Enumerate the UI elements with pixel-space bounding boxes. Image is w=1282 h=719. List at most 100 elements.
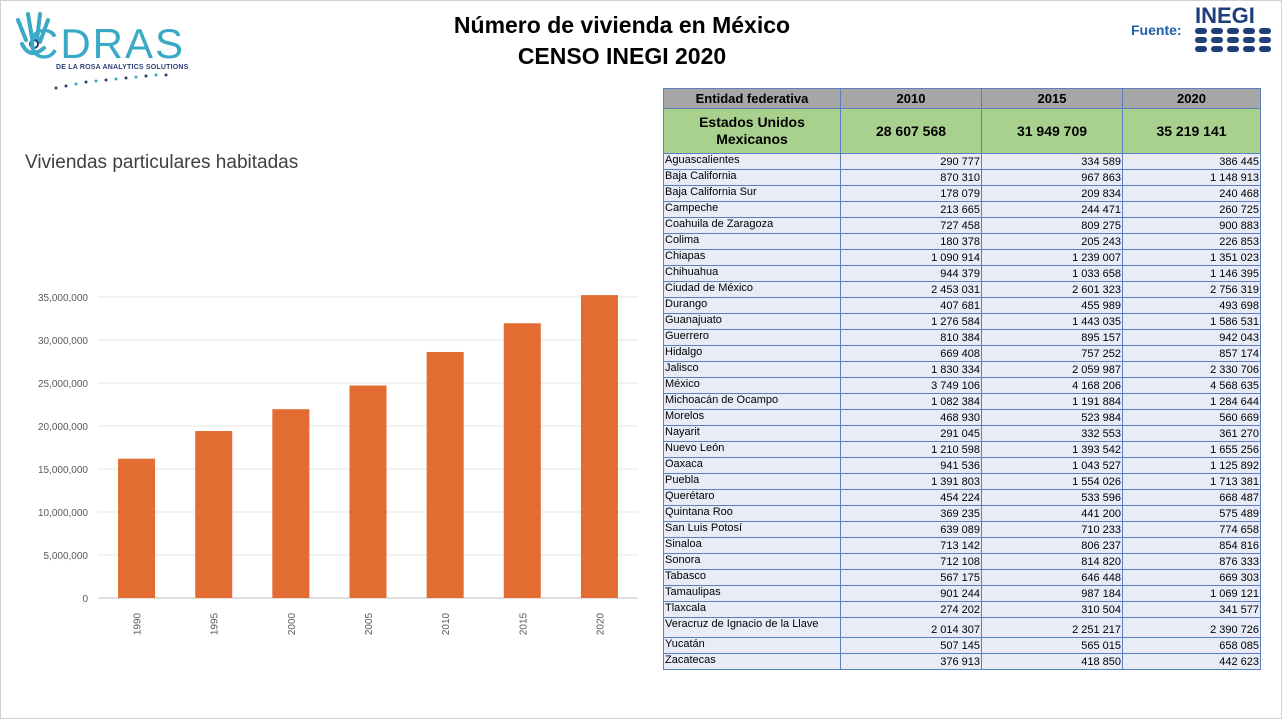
value-2020: 2 756 319: [1122, 281, 1261, 298]
value-2010: 369 235: [840, 505, 982, 522]
value-2020: 854 816: [1122, 537, 1261, 554]
chart-title: Viviendas particulares habitadas: [25, 152, 299, 173]
value-2015: 533 596: [981, 489, 1123, 506]
header-2015: 2015: [981, 88, 1123, 109]
table-row: Nayarit 291 045 332 553 361 270: [663, 425, 1261, 442]
state-name: Oaxaca: [663, 457, 841, 474]
value-2010: 180 378: [840, 233, 982, 250]
value-2010: 944 379: [840, 265, 982, 282]
table-row: Ciudad de México 2 453 031 2 601 323 2 756 …: [663, 281, 1261, 298]
total-2015: 31 949 709: [981, 108, 1123, 154]
logo-wordmark: CDRAS: [28, 20, 186, 67]
value-2020: 774 658: [1122, 521, 1261, 538]
value-2020: 1 148 913: [1122, 169, 1261, 186]
value-2020: 1 655 256: [1122, 441, 1261, 458]
state-name: Puebla: [663, 473, 841, 490]
x-tick-label: 2020: [595, 612, 606, 635]
table-row: Sonora 712 108 814 820 876 333: [663, 553, 1261, 570]
bar-chart: 0 5,000,000 10,000,000 15,000,000 20,000,000…: [38, 293, 638, 635]
bar: [503, 323, 541, 598]
logo-subtitle: DE LA ROSA ANALYTICS SOLUTIONS: [56, 64, 189, 71]
value-2020: 900 883: [1122, 217, 1261, 234]
bar: [426, 351, 464, 598]
value-2020: 361 270: [1122, 425, 1261, 442]
x-tick-label: 2005: [364, 612, 375, 635]
page-title: Número de vivienda en México CENSO INEGI…: [372, 10, 872, 72]
value-2010: 870 310: [840, 169, 982, 186]
state-name: Querétaro: [663, 489, 841, 506]
header-entity: Entidad federativa: [663, 88, 841, 109]
value-2010: 454 224: [840, 489, 982, 506]
value-2015: 332 553: [981, 425, 1123, 442]
value-2010: 727 458: [840, 217, 982, 234]
value-2010: 712 108: [840, 553, 982, 570]
total-2010: 28 607 568: [840, 108, 982, 154]
state-name: Guerrero: [663, 329, 841, 346]
state-name: Yucatán: [663, 637, 841, 654]
value-2015: 209 834: [981, 185, 1123, 202]
value-2010: 2 014 307: [840, 617, 982, 638]
value-2015: 2 251 217: [981, 617, 1123, 638]
state-name: Chiapas: [663, 249, 841, 266]
value-2015: 809 275: [981, 217, 1123, 234]
value-2020: 1 713 381: [1122, 473, 1261, 490]
value-2010: 639 089: [840, 521, 982, 538]
value-2020: 341 577: [1122, 601, 1261, 618]
value-2015: 967 863: [981, 169, 1123, 186]
bar: [349, 385, 387, 598]
table-row: Baja California Sur 178 079 209 834 240 468: [663, 185, 1261, 202]
table-row: Baja California 870 310 967 863 1 148 913: [663, 169, 1261, 186]
table-row: Chiapas 1 090 914 1 239 007 1 351 023: [663, 249, 1261, 266]
table-row: Morelos 468 930 523 984 560 669: [663, 409, 1261, 426]
value-2020: 668 487: [1122, 489, 1261, 506]
x-tick-label: 1995: [210, 612, 221, 635]
value-2015: 4 168 206: [981, 377, 1123, 394]
table-row: Veracruz de Ignacio de la Llave 2 014 307…: [663, 617, 1261, 638]
value-2015: 2 601 323: [981, 281, 1123, 298]
table-row: Aguascalientes 290 777 334 589 386 445: [663, 153, 1261, 170]
table-total-row: Estados Unidos Mexicanos 28 607 568 31 9…: [663, 108, 1261, 154]
y-tick-label: 0: [82, 594, 88, 605]
value-2015: 646 448: [981, 569, 1123, 586]
value-2015: 1 393 542: [981, 441, 1123, 458]
x-tick-label: 2000: [287, 612, 298, 635]
value-2010: 567 175: [840, 569, 982, 586]
table-row: Oaxaca 941 536 1 043 527 1 125 892: [663, 457, 1261, 474]
table-row: Durango 407 681 455 989 493 698: [663, 297, 1261, 314]
table-row: San Luis Potosí 639 089 710 233 774 658: [663, 521, 1261, 538]
table-row: Michoacán de Ocampo 1 082 384 1 191 884 1 2…: [663, 393, 1261, 410]
value-2010: 274 202: [840, 601, 982, 618]
value-2020: 942 043: [1122, 329, 1261, 346]
value-2020: 669 303: [1122, 569, 1261, 586]
value-2010: 810 384: [840, 329, 982, 346]
x-tick-label: 1990: [133, 612, 144, 635]
x-tick-label: 2010: [441, 612, 452, 635]
logo-dots-decoration: [54, 73, 168, 90]
table-row: Colima 180 378 205 243 226 853: [663, 233, 1261, 250]
inegi-logo-text: INEGI: [1195, 5, 1255, 28]
value-2020: 1 146 395: [1122, 265, 1261, 282]
table-row: Guanajuato 1 276 584 1 443 035 1 586 531: [663, 313, 1261, 330]
total-name: Estados Unidos Mexicanos: [663, 108, 841, 154]
table-row: Tabasco 567 175 646 448 669 303: [663, 569, 1261, 586]
total-2020: 35 219 141: [1122, 108, 1261, 154]
table-row: Querétaro 454 224 533 596 668 487: [663, 489, 1261, 506]
title-line-2: CENSO INEGI 2020: [517, 43, 727, 69]
inegi-pattern-icon: [1195, 28, 1271, 52]
value-2020: 876 333: [1122, 553, 1261, 570]
value-2020: 2 330 706: [1122, 361, 1261, 378]
table-row: Yucatán 507 145 565 015 658 085: [663, 637, 1261, 654]
state-name: Jalisco: [663, 361, 841, 378]
value-2010: 213 665: [840, 201, 982, 218]
value-2010: 507 145: [840, 637, 982, 654]
value-2010: 468 930: [840, 409, 982, 426]
value-2010: 1 276 584: [840, 313, 982, 330]
state-name: Aguascalientes: [663, 153, 841, 170]
table-row: Jalisco 1 830 334 2 059 987 2 330 706: [663, 361, 1261, 378]
value-2020: 240 468: [1122, 185, 1261, 202]
value-2015: 1 554 026: [981, 473, 1123, 490]
value-2015: 2 059 987: [981, 361, 1123, 378]
state-name: Michoacán de Ocampo: [663, 393, 841, 410]
header-2020: 2020: [1122, 88, 1261, 109]
x-tick-label: 2015: [518, 612, 529, 635]
